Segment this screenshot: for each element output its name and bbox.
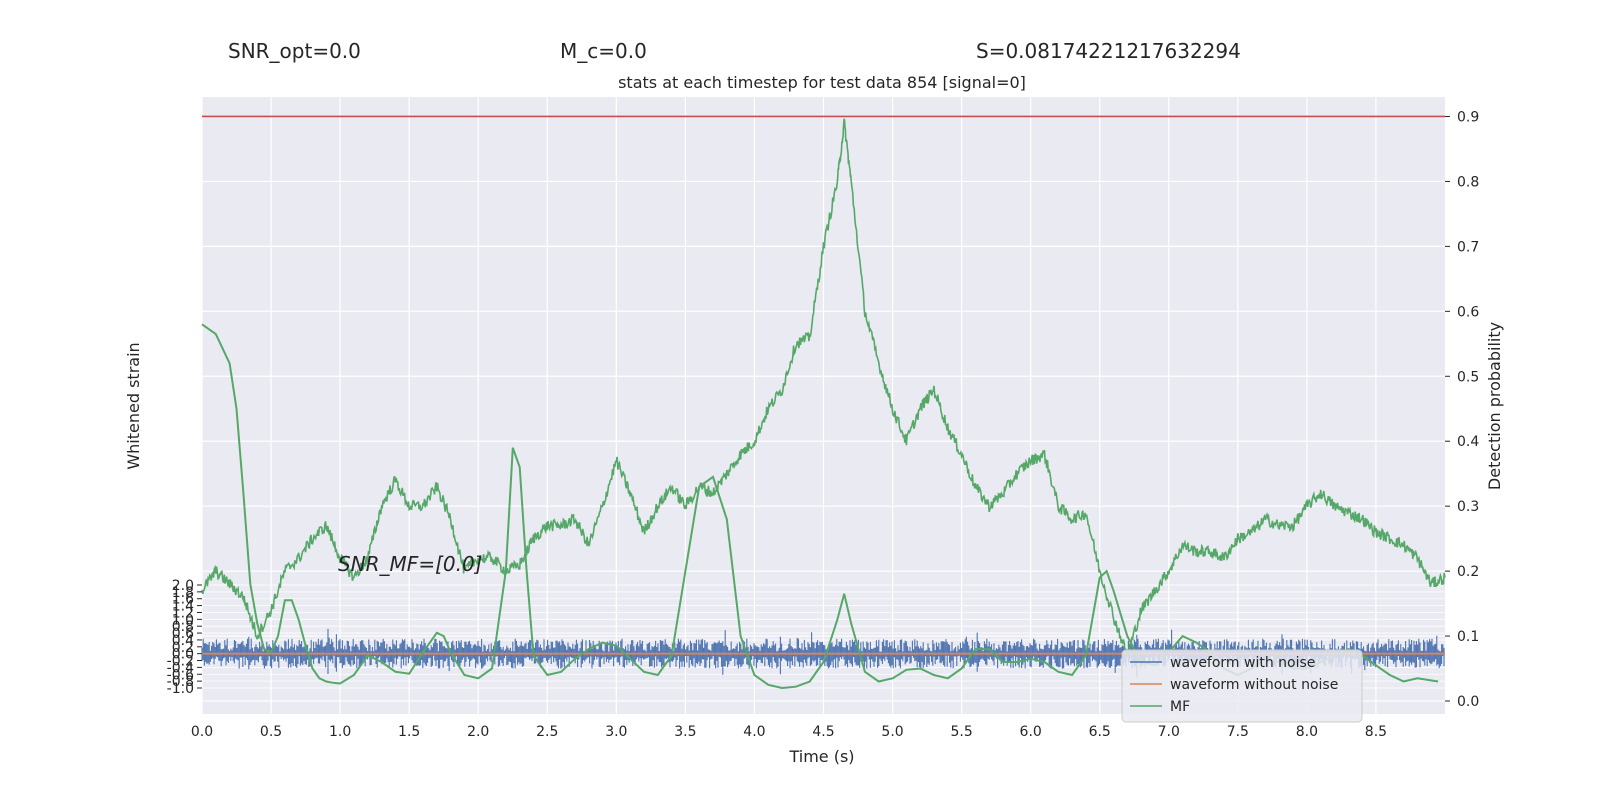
- right-axis-ticks: 0.0 0.1 0.2 0.3 0.4 0.5 0.6 0.7 0.8 0.9: [1445, 109, 1479, 710]
- right-axis-label: Detection probability: [1485, 322, 1504, 490]
- left-tick-label-5: 1.0: [172, 612, 194, 628]
- right-tick-label-4: 0.4: [1457, 434, 1479, 450]
- left-tick-label-9: 0.2: [172, 640, 194, 656]
- series-detection-probability: [201, 118, 1446, 657]
- left-tick-label-8: 0.4: [172, 633, 194, 649]
- left-tick-label-15: -1.0: [167, 681, 194, 697]
- series-mf: [201, 323, 1439, 690]
- x-tick-label-15: 7.5: [1227, 724, 1249, 740]
- x-tick-label-3: 1.5: [398, 724, 420, 740]
- x-tick-label-4: 2.0: [467, 724, 489, 740]
- right-tick-label-7: 0.7: [1457, 239, 1479, 255]
- mc-label: M_c=0.0: [560, 39, 647, 63]
- right-tick-label-8: 0.8: [1457, 174, 1479, 190]
- right-tick-label-9: 0.9: [1457, 109, 1479, 125]
- left-tick-label-1: 1.8: [172, 585, 194, 601]
- snr-opt-label: SNR_opt=0.0: [228, 39, 361, 63]
- x-tick-label-5: 2.5: [536, 724, 558, 740]
- x-tick-label-1: 0.5: [260, 724, 282, 740]
- x-axis-label: Time (s): [788, 747, 854, 766]
- right-tick-label-2: 0.2: [1457, 564, 1479, 580]
- right-tick-label-1: 0.1: [1457, 629, 1479, 645]
- legend: waveform with noise waveform without noi…: [1121, 649, 1363, 723]
- left-tick-label-3: 1.4: [172, 599, 194, 615]
- s-value-label: S=0.08174221217632294: [976, 39, 1241, 63]
- x-tick-label-17: 8.5: [1365, 724, 1387, 740]
- legend-label-mf: MF: [1170, 699, 1190, 715]
- right-tick-label-3: 0.3: [1457, 499, 1479, 515]
- left-tick-label-7: 0.6: [172, 626, 194, 642]
- x-tick-label-14: 7.0: [1158, 724, 1180, 740]
- left-tick-label-2: 1.6: [172, 592, 194, 608]
- x-tick-label-0: 0.0: [191, 724, 213, 740]
- legend-label-clean: waveform without noise: [1170, 677, 1338, 693]
- left-tick-label-6: 0.8: [172, 619, 194, 635]
- left-axis-label: Whitened strain: [124, 342, 143, 469]
- legend-label-noise: waveform with noise: [1170, 655, 1315, 671]
- right-tick-label-5: 0.5: [1457, 369, 1479, 385]
- right-tick-label-0: 0.0: [1457, 694, 1479, 710]
- x-tick-label-6: 3.0: [605, 724, 627, 740]
- left-tick-label-0: 2.0: [172, 578, 194, 594]
- left-tick-label-13: -0.6: [167, 667, 194, 683]
- x-tick-label-11: 5.5: [950, 724, 972, 740]
- left-tick-label-12: -0.4: [167, 660, 194, 676]
- left-tick-label-4: 1.2: [172, 605, 194, 621]
- x-axis-ticks: 0.0 0.5 1.0 1.5 2.0 2.5 3.0 3.5 4.0 4.5 5.0 5.5 6.0 6…: [191, 724, 1387, 740]
- x-tick-label-10: 5.0: [881, 724, 903, 740]
- left-tick-label-14: -0.8: [167, 674, 194, 690]
- x-tick-label-8: 4.0: [743, 724, 765, 740]
- right-tick-label-6: 0.6: [1457, 304, 1479, 320]
- legend-box: [1121, 649, 1363, 723]
- x-tick-label-13: 6.5: [1089, 724, 1111, 740]
- x-tick-label-7: 3.5: [674, 724, 696, 740]
- left-tick-label-10: 0.0: [172, 647, 194, 663]
- snr-mf-annotation: SNR_MF=[0.0]: [338, 552, 482, 576]
- x-tick-label-12: 6.0: [1020, 724, 1042, 740]
- x-tick-label-2: 1.0: [329, 724, 351, 740]
- x-tick-label-9: 4.5: [812, 724, 834, 740]
- chart-title: stats at each timestep for test data 854…: [618, 73, 1026, 92]
- left-tick-label-11: -0.2: [167, 654, 194, 670]
- left-axis-ticks: 2.01.81.61.41.21.00.80.60.40.20.0-0.2-0.…: [167, 578, 202, 697]
- x-tick-label-16: 8.0: [1296, 724, 1318, 740]
